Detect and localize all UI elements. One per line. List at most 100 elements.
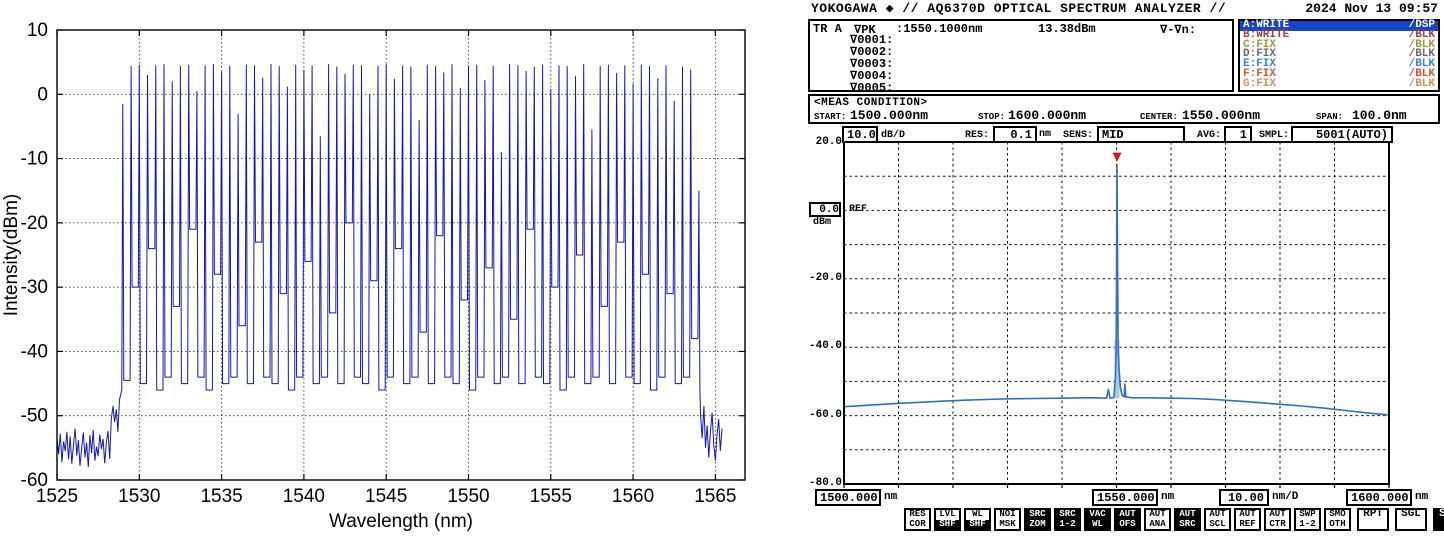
x-stop-field[interactable]: 1600.000 — [1346, 489, 1412, 506]
svg-text:1540: 1540 — [283, 486, 325, 507]
marker-row: ∇0004: — [850, 69, 894, 83]
softkey-label: OFS — [1119, 518, 1136, 529]
x-scale-unit: nm/D — [1272, 491, 1299, 503]
softkey-rpt[interactable]: RPT — [1357, 508, 1389, 531]
trace-label: F:FIX — [1243, 67, 1277, 80]
softkey-label: SMO — [1329, 509, 1346, 519]
softkey-src-1-2[interactable]: SRC 1-2 — [1054, 508, 1081, 531]
softkey-label: AUT — [1269, 509, 1286, 519]
softkey-label: SHF — [966, 519, 989, 529]
softkey-aut-ctr[interactable]: AUT CTR — [1264, 508, 1291, 531]
softkey-label: OTH — [1329, 518, 1346, 529]
trace-label: C:FIX — [1243, 38, 1277, 51]
softkey-label: SGL — [1401, 508, 1421, 520]
svg-text:0: 0 — [37, 84, 48, 105]
softkey-label: RES — [909, 509, 926, 519]
softkey-label: VAC — [1089, 509, 1106, 519]
trace-status-b[interactable]: B:WRITE/BLK — [1240, 28, 1438, 41]
svg-text:1525: 1525 — [36, 486, 78, 507]
meas-condition-heading: <MEAS CONDITION> — [814, 97, 928, 109]
x-start-unit: nm — [884, 491, 898, 503]
softkey-aut-ana[interactable]: AUT ANA — [1144, 508, 1171, 531]
res-label: RES: — [965, 130, 990, 141]
svg-text:1530: 1530 — [118, 486, 160, 507]
x-scale-field[interactable]: 10.00 — [1219, 489, 1269, 506]
marker-row: ∇0002: — [850, 45, 894, 59]
ylabel-m20: -20.0 — [809, 272, 843, 284]
trace-label: B:WRITE — [1243, 28, 1290, 41]
ref-level-field[interactable]: 0.0 — [809, 202, 841, 217]
ylabel-m60: -60.0 — [809, 409, 843, 421]
span-value[interactable]: 100.0nm — [1352, 108, 1407, 123]
trace-status-panel: A:WRITE/DSP B:WRITE/BLK C:FIX/BLK D:FIX/BLK… — [1238, 19, 1440, 92]
model-title: // AQ6370D OPTICAL SPECTRUM ANALYZER // — [902, 1, 1227, 16]
avg-field[interactable]: 1 — [1224, 126, 1252, 143]
ref-label: REF — [849, 204, 868, 215]
softkey-label: SRC — [1059, 509, 1076, 519]
ylabel-m80: -80.0 — [809, 477, 843, 489]
softkey-label: SRC — [1179, 518, 1196, 529]
softkey-noi-msk[interactable]: NOI MSK — [994, 508, 1021, 531]
trace-display-status: /DSP — [1408, 19, 1435, 31]
softkey-label: SCL — [1209, 518, 1226, 529]
softkey-aut-scl[interactable]: AUT SCL — [1204, 508, 1231, 531]
trace-status-e[interactable]: E:FIX/BLK — [1240, 58, 1438, 71]
softkey-label: CTR — [1269, 518, 1286, 529]
trace-status-f[interactable]: F:FIX/BLK — [1240, 67, 1438, 80]
softkey-label: AUT — [1149, 509, 1166, 519]
svg-text:1550: 1550 — [447, 486, 489, 507]
softkey-stp[interactable]: STP — [1433, 508, 1444, 531]
trace-display-status: /BLK — [1408, 48, 1435, 61]
trace-label: G:FIX — [1243, 77, 1277, 90]
peak-wavelength: :1550.1000nm — [896, 22, 983, 36]
res-field[interactable]: 0.1 — [993, 126, 1037, 143]
trace-label: E:FIX — [1243, 58, 1277, 71]
trace-status-c[interactable]: C:FIX/BLK — [1240, 38, 1438, 51]
softkey-lvl-shf[interactable]: LVL SHF — [934, 508, 961, 531]
softkey-label: ZOM — [1029, 518, 1046, 529]
peak-level: 13.38dBm — [1038, 22, 1096, 36]
softkey-label: AUT — [1179, 509, 1196, 519]
softkey-vac-wl[interactable]: VAC WL — [1084, 508, 1111, 531]
softkey-label: SRC — [1029, 509, 1046, 519]
marker-row: ∇0005: — [850, 81, 894, 95]
marker-mode: ∇PK — [854, 23, 876, 37]
stop-value[interactable]: 1600.000nm — [1008, 108, 1087, 123]
softkey-swp-1-2[interactable]: SWP 1-2 — [1294, 508, 1321, 531]
svg-text:-60: -60 — [21, 470, 48, 491]
softkey-sgl[interactable]: SGL — [1395, 508, 1427, 531]
softkey-label: AUT — [1119, 509, 1136, 519]
trace-label: D:FIX — [1243, 48, 1277, 61]
smpl-label: SMPL: — [1259, 130, 1290, 141]
softkey-smo-oth[interactable]: SMO OTH — [1324, 508, 1351, 531]
level-scale-unit: dB/D — [881, 130, 906, 141]
meas-condition-panel: <MEAS CONDITION> START: 1500.000nm STOP:… — [808, 94, 1440, 124]
softkey-label: 1-2 — [1059, 518, 1076, 529]
x-stop-unit: nm — [1415, 491, 1429, 503]
trace-status-a[interactable]: A:WRITE/DSP — [1240, 19, 1438, 31]
stop-label: STOP: — [978, 112, 1006, 122]
marker-row: ∇0001: — [850, 33, 894, 47]
softkey-aut-ref[interactable]: AUT REF — [1234, 508, 1261, 531]
softkey-aut-ofs[interactable]: AUT OFS — [1114, 508, 1141, 531]
marker-row: ∇0003: — [850, 57, 894, 71]
center-value[interactable]: 1550.000nm — [1182, 108, 1261, 123]
start-label: START: — [814, 112, 847, 122]
osa-screen: YOKOGAWA ◆ // AQ6370D OPTICAL SPECTRUM A… — [807, 0, 1444, 537]
softkey-wl-shf[interactable]: WL SHF — [964, 508, 991, 531]
svg-text:-50: -50 — [21, 406, 48, 427]
peak-marker-icon — [1112, 152, 1122, 162]
trace-status-d[interactable]: D:FIX/BLK — [1240, 48, 1438, 61]
softkey-aut-src[interactable]: AUT SRC — [1174, 508, 1201, 531]
x-start-field[interactable]: 1500.000 — [815, 489, 881, 506]
softkey-src-zom[interactable]: SRC ZOM — [1024, 508, 1051, 531]
svg-text:-30: -30 — [21, 277, 48, 298]
ref-level-unit: dBm — [813, 217, 832, 228]
softkey-res-cor[interactable]: RES COR — [904, 508, 931, 531]
start-value[interactable]: 1500.000nm — [850, 108, 929, 123]
softkey-label: STP — [1439, 508, 1444, 520]
x-center-field[interactable]: 1550.000 — [1092, 489, 1158, 506]
trace-status-g[interactable]: G:FIX/BLK — [1240, 77, 1438, 90]
softkey-label: RPT — [1363, 508, 1383, 520]
